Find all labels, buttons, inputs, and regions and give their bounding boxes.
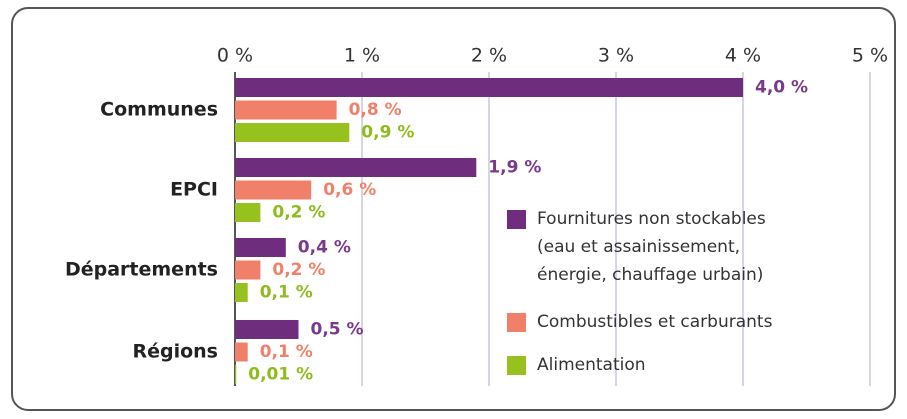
bar — [235, 158, 477, 177]
category-label: Départements — [65, 259, 218, 281]
legend-label: Alimentation — [537, 355, 646, 375]
value-label: 0,8 % — [349, 100, 402, 120]
bar — [235, 238, 286, 257]
bar — [235, 100, 337, 120]
legend-swatch — [507, 313, 526, 332]
bar — [235, 342, 248, 362]
value-label: 0,01 % — [248, 365, 313, 385]
x-tick-label: 3 % — [598, 45, 634, 67]
x-tick-label: 4 % — [725, 45, 761, 67]
frame — [11, 7, 896, 411]
bar — [235, 180, 312, 200]
category-label: EPCI — [170, 179, 218, 201]
x-tick-label: 2 % — [471, 45, 507, 67]
value-label: 0,2 % — [272, 203, 325, 223]
category-label: Communes — [100, 99, 218, 121]
value-label: 0,5 % — [311, 320, 364, 340]
value-label: 0,9 % — [361, 123, 414, 143]
value-label: 0,1 % — [260, 283, 313, 303]
value-label: 0,2 % — [272, 260, 325, 280]
value-label: 1,9 % — [488, 158, 541, 178]
value-label: 4,0 % — [755, 78, 808, 98]
category-label: Régions — [132, 341, 218, 363]
value-label: 0,1 % — [260, 342, 313, 362]
bar — [235, 320, 299, 339]
bar — [235, 78, 743, 97]
value-label: 0,4 % — [298, 238, 351, 258]
legend-label: Combustibles et carburants — [537, 312, 773, 332]
bar — [235, 123, 350, 142]
bar — [235, 365, 237, 384]
bar — [235, 283, 248, 302]
x-tick-label: 0 % — [217, 45, 253, 67]
bar — [235, 260, 261, 280]
legend-swatch — [507, 210, 526, 229]
bar — [235, 203, 261, 222]
legend-label: Fournitures non stockables (eau et assai… — [537, 209, 766, 285]
value-label: 0,6 % — [323, 180, 376, 200]
x-tick-label: 1 % — [344, 45, 380, 67]
x-tick-label: 5 % — [852, 45, 888, 67]
legend-swatch — [507, 356, 526, 375]
